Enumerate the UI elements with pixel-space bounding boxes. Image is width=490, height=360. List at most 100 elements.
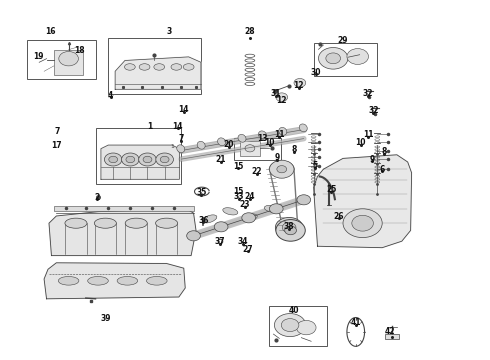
Circle shape [109,156,118,163]
Ellipse shape [124,64,135,70]
Ellipse shape [147,276,167,285]
Text: 8: 8 [382,148,387,157]
Ellipse shape [177,145,185,153]
Circle shape [59,51,78,66]
Text: 42: 42 [385,327,395,336]
Bar [27,40,96,79]
Text: 1: 1 [170,144,174,149]
Ellipse shape [223,208,238,215]
Circle shape [245,145,255,152]
Ellipse shape [117,276,138,285]
Text: 37: 37 [214,238,225,247]
Text: 2: 2 [95,193,99,202]
Circle shape [156,153,173,166]
Circle shape [104,153,122,166]
Ellipse shape [197,141,205,149]
Circle shape [270,204,283,214]
Text: 25: 25 [326,185,337,194]
Text: 35: 35 [196,189,207,197]
Text: 15: 15 [233,187,244,196]
Bar [54,50,83,75]
Text: 4: 4 [108,91,113,100]
Ellipse shape [58,276,79,285]
Text: 7: 7 [179,134,184,143]
Text: 41: 41 [350,318,361,327]
Circle shape [277,166,287,173]
Text: 23: 23 [240,200,250,209]
Circle shape [242,213,256,223]
Text: 9: 9 [275,153,280,162]
Circle shape [275,217,303,238]
Text: 14: 14 [178,105,189,114]
Ellipse shape [125,218,147,228]
Ellipse shape [202,215,217,223]
Text: 11: 11 [363,130,374,139]
Text: 17: 17 [51,141,62,150]
Text: 34: 34 [238,238,248,247]
Circle shape [297,195,311,205]
Text: 19: 19 [33,52,44,61]
Text: 24: 24 [245,192,255,201]
Circle shape [187,231,200,241]
Text: 18: 18 [74,46,85,55]
Circle shape [126,156,135,163]
Text: 39: 39 [100,314,111,323]
Polygon shape [115,57,201,89]
Text: 32: 32 [368,107,379,116]
Ellipse shape [65,218,87,228]
Circle shape [270,160,294,178]
Circle shape [285,226,296,235]
Circle shape [139,153,156,166]
Bar [269,306,327,346]
Ellipse shape [258,131,267,139]
Circle shape [296,320,316,335]
Ellipse shape [88,276,108,285]
Circle shape [274,314,306,337]
Circle shape [143,156,152,163]
Circle shape [352,215,373,231]
Text: 27: 27 [243,245,253,253]
Text: 33: 33 [233,192,244,201]
Text: 13: 13 [257,135,268,144]
Polygon shape [314,155,412,248]
Text: 12: 12 [276,96,287,105]
Ellipse shape [171,64,182,70]
Bar [108,38,201,94]
Text: 16: 16 [45,27,55,36]
Ellipse shape [264,205,280,212]
Ellipse shape [139,64,150,70]
Text: 5: 5 [312,161,317,170]
Text: 22: 22 [251,167,262,176]
Text: 21: 21 [215,156,226,164]
Text: 10: 10 [264,138,275,147]
Circle shape [160,156,169,163]
Text: 11: 11 [274,130,285,139]
Text: 36: 36 [198,216,209,225]
Circle shape [343,209,382,238]
Text: 10: 10 [355,138,366,147]
Polygon shape [49,209,196,256]
Circle shape [214,222,228,232]
Bar [314,43,377,76]
Circle shape [326,53,341,64]
Circle shape [282,222,296,233]
Ellipse shape [243,214,257,222]
Ellipse shape [299,124,307,132]
Circle shape [294,78,306,87]
Text: 29: 29 [338,36,348,45]
Ellipse shape [238,134,246,142]
Polygon shape [44,263,185,299]
Ellipse shape [279,127,287,135]
Circle shape [122,153,139,166]
Text: 6: 6 [380,165,385,174]
Ellipse shape [156,218,177,228]
Ellipse shape [183,64,194,70]
Text: 40: 40 [289,306,299,315]
Circle shape [276,93,288,102]
Bar [96,128,181,184]
Text: 8: 8 [292,145,296,154]
Text: 28: 28 [245,27,255,36]
Bar [385,334,399,339]
Text: 38: 38 [284,222,294,231]
Text: 15: 15 [233,162,244,171]
